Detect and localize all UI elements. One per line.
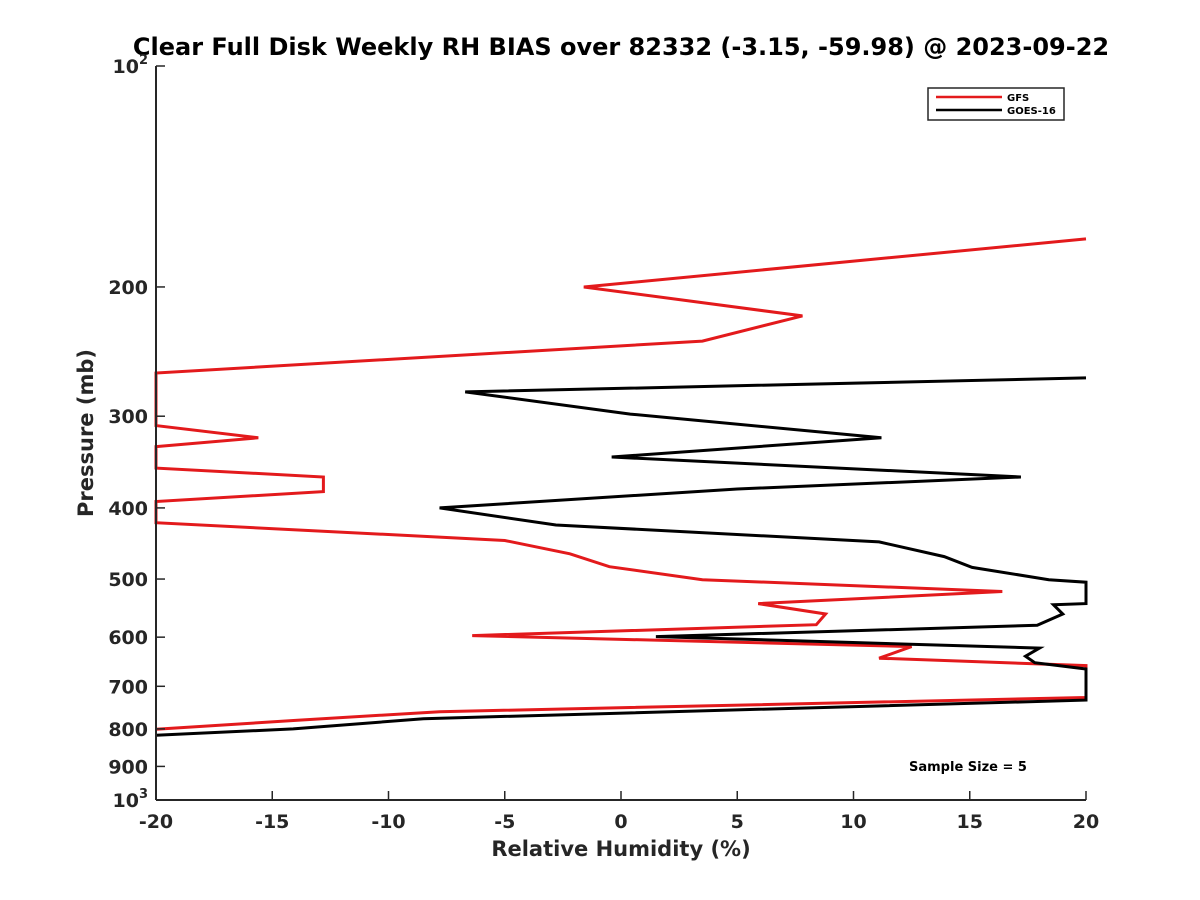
x-tick-label: -20 — [139, 811, 173, 833]
legend-label-gfs: GFS — [1007, 93, 1029, 104]
y-axis-label: Pressure (mb) — [74, 349, 98, 517]
x-tick-label: 20 — [1073, 811, 1099, 833]
y-tick-label: 500 — [108, 569, 148, 591]
sample-size-annotation: Sample Size = 5 — [909, 760, 1027, 775]
x-tick-label: 0 — [614, 811, 627, 833]
legend: GFS GOES-16 — [927, 87, 1065, 121]
series-line-goes16 — [155, 376, 1088, 737]
x-axis-label: Relative Humidity (%) — [491, 837, 750, 861]
y-tick-label: 103 — [113, 787, 149, 812]
y-tick-label: 800 — [108, 719, 148, 741]
x-axis-ticks: -20 -15 -10 -5 0 5 10 15 20 — [139, 791, 1099, 833]
y-tick-label: 900 — [108, 756, 148, 778]
plot-area — [156, 66, 1086, 800]
x-tick-label: -5 — [494, 811, 515, 833]
y-tick-label: 400 — [108, 498, 148, 520]
x-tick-label: -10 — [371, 811, 405, 833]
y-tick-label: 300 — [108, 406, 148, 428]
chart-title: Clear Full Disk Weekly RH BIAS over 8233… — [133, 33, 1109, 61]
x-tick-label: 15 — [957, 811, 983, 833]
y-tick-label: 600 — [108, 627, 148, 649]
x-tick-label: 10 — [840, 811, 866, 833]
y-tick-label: 102 — [113, 53, 149, 78]
y-tick-label: 200 — [108, 277, 148, 299]
y-axis-ticks: 102 200 300 400 500 600 700 800 900 103 — [108, 53, 165, 812]
x-tick-label: -15 — [255, 811, 289, 833]
x-tick-label: 5 — [731, 811, 744, 833]
legend-label-goes16: GOES-16 — [1007, 106, 1056, 117]
y-tick-label: 700 — [108, 676, 148, 698]
legend-box — [927, 87, 1065, 121]
